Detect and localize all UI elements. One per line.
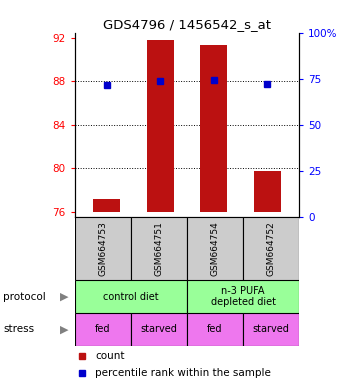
Text: GSM664754: GSM664754 bbox=[210, 221, 220, 276]
Bar bbox=[75, 217, 131, 280]
Text: GSM664752: GSM664752 bbox=[267, 221, 276, 276]
Text: fed: fed bbox=[95, 324, 110, 334]
Title: GDS4796 / 1456542_s_at: GDS4796 / 1456542_s_at bbox=[103, 18, 271, 31]
Text: fed: fed bbox=[207, 324, 223, 334]
Bar bbox=[187, 313, 243, 346]
Text: GSM664751: GSM664751 bbox=[154, 221, 164, 276]
Text: ▶: ▶ bbox=[61, 291, 69, 302]
Text: protocol: protocol bbox=[3, 291, 46, 302]
Bar bbox=[187, 280, 299, 313]
Bar bbox=[147, 40, 174, 212]
Bar bbox=[254, 171, 280, 212]
Text: ▶: ▶ bbox=[61, 324, 69, 334]
Bar bbox=[94, 199, 120, 212]
Text: n-3 PUFA
depleted diet: n-3 PUFA depleted diet bbox=[210, 286, 276, 308]
Bar bbox=[75, 280, 187, 313]
Bar bbox=[131, 313, 187, 346]
Text: percentile rank within the sample: percentile rank within the sample bbox=[95, 368, 271, 378]
Bar bbox=[75, 313, 131, 346]
Text: starved: starved bbox=[140, 324, 177, 334]
Text: count: count bbox=[95, 351, 124, 361]
Text: starved: starved bbox=[253, 324, 290, 334]
Text: control diet: control diet bbox=[103, 291, 159, 302]
Text: stress: stress bbox=[3, 324, 35, 334]
Bar bbox=[243, 217, 299, 280]
Text: GSM664753: GSM664753 bbox=[98, 221, 107, 276]
Bar bbox=[131, 217, 187, 280]
Bar bbox=[187, 217, 243, 280]
Bar bbox=[200, 45, 227, 212]
Bar bbox=[243, 313, 299, 346]
